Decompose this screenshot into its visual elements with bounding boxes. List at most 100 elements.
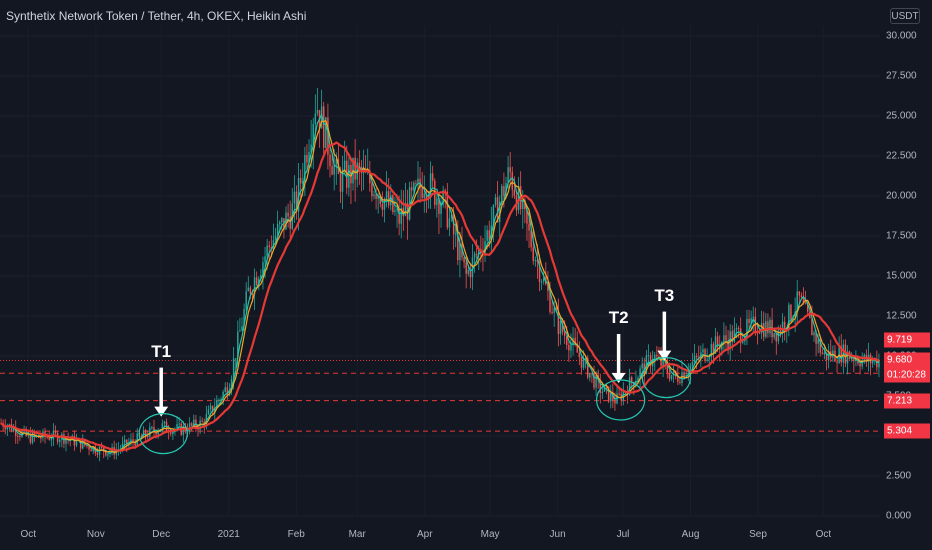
candle-body: [178, 423, 180, 425]
candle-body: [264, 256, 266, 263]
candle-body: [153, 427, 155, 432]
candle-body: [486, 230, 488, 241]
x-tick-label: 2021: [217, 529, 240, 540]
candle-body: [209, 405, 212, 410]
candle-body: [260, 274, 262, 279]
candle-body: [469, 269, 472, 278]
candle-body: [170, 432, 172, 435]
candle-body: [691, 362, 694, 366]
candle-body: [501, 185, 503, 202]
candle-body: [392, 195, 394, 213]
candle-body: [635, 381, 637, 386]
candle-body: [375, 194, 377, 199]
candle-body: [331, 166, 333, 175]
candle-body: [735, 328, 738, 330]
candle-body: [773, 333, 775, 338]
candle-body: [628, 377, 631, 395]
candle-body: [471, 257, 474, 278]
candle-body: [126, 439, 128, 446]
candle-body: [415, 182, 417, 184]
candles: [0, 87, 880, 462]
candle-body: [815, 332, 817, 344]
candle-body: [63, 434, 65, 444]
candle-body: [14, 427, 17, 436]
x-tick-label: Oct: [815, 529, 832, 540]
candle-body: [800, 295, 803, 298]
candle-body: [683, 372, 685, 379]
candle-body: [649, 355, 652, 367]
annotation-label: T1: [151, 341, 172, 361]
candle-body: [783, 321, 786, 331]
candle-body: [637, 377, 639, 382]
candle-body: [591, 372, 593, 374]
candle-body: [593, 373, 595, 388]
candle-body: [121, 443, 124, 449]
x-tick-label: Nov: [86, 529, 105, 540]
candle-body: [672, 370, 675, 375]
x-tick-label: Feb: [287, 529, 305, 540]
candle-body: [429, 173, 432, 198]
candle-body: [48, 437, 50, 440]
candle-body: [199, 420, 201, 430]
candle-body: [176, 423, 178, 429]
candle-body: [287, 212, 289, 217]
candle-body: [498, 201, 501, 223]
highlight-circle: [641, 357, 691, 399]
candle-body: [310, 144, 312, 152]
candle-body: [484, 240, 486, 255]
candle-body: [878, 360, 880, 368]
candle-body: [216, 400, 218, 408]
candle-body: [788, 304, 790, 329]
candle-body: [796, 291, 798, 312]
candle-body: [381, 203, 384, 210]
candle-body: [760, 323, 763, 334]
candle-body: [75, 440, 78, 446]
candle-body: [105, 452, 107, 456]
candle-body: [739, 328, 742, 343]
currency-unit-button[interactable]: USDT: [890, 8, 920, 24]
candle-body: [605, 386, 608, 388]
candle-body: [737, 328, 740, 330]
candle-body: [806, 303, 809, 312]
candle-body: [821, 352, 824, 354]
candle-body: [316, 110, 319, 114]
candle-body: [262, 262, 264, 275]
annotations: [138, 311, 691, 455]
candle-body: [107, 453, 109, 456]
candle-body: [660, 356, 662, 366]
candle-body: [723, 335, 725, 343]
last-price-label: 9.680: [884, 352, 930, 368]
candle-body: [710, 344, 713, 357]
candle-body: [528, 223, 530, 231]
candle-body: [534, 259, 537, 261]
candle-body: [140, 435, 143, 437]
candle-body: [245, 291, 247, 309]
candle-body: [25, 429, 27, 436]
candle-body: [689, 365, 692, 374]
candle-body: [853, 358, 855, 362]
candle-body: [377, 195, 379, 199]
candle-body: [358, 162, 361, 167]
candle-body: [509, 167, 511, 173]
candle-body: [113, 447, 115, 455]
candle-body: [450, 214, 453, 219]
candle-body: [850, 358, 853, 360]
y-tick-label: 12.500: [886, 310, 917, 322]
candle-body: [404, 202, 407, 217]
candle-body: [193, 419, 195, 426]
candle-body: [570, 344, 572, 351]
candle-body: [538, 261, 541, 282]
candle-body: [580, 356, 583, 368]
candle-body: [50, 439, 53, 441]
candle-body: [601, 391, 604, 394]
candle-body: [454, 233, 457, 235]
candle-body: [473, 253, 476, 258]
candle-body: [410, 187, 413, 191]
candle-body: [134, 441, 136, 446]
candle-body: [679, 381, 681, 384]
candle-body: [811, 318, 813, 336]
candle-body: [542, 277, 545, 282]
candle-body: [524, 199, 526, 210]
candle-body: [421, 188, 423, 198]
